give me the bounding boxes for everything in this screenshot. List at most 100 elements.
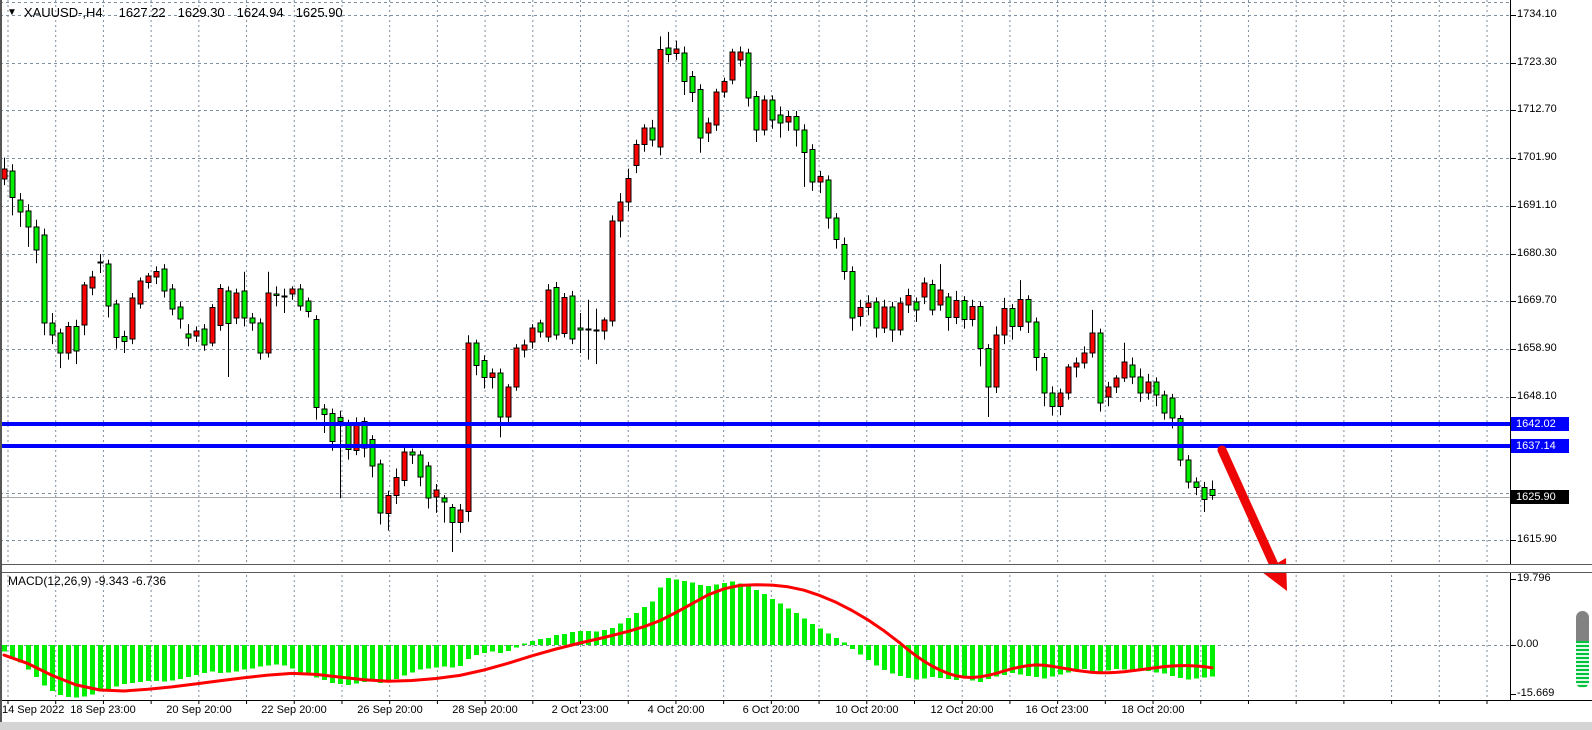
candle [561, 296, 568, 334]
candle [529, 327, 536, 343]
macd-bar [434, 644, 439, 668]
candle [1129, 364, 1136, 378]
macd-bar [1186, 644, 1191, 680]
candle [1, 168, 8, 180]
macd-bar [50, 644, 55, 691]
candle [1105, 386, 1112, 398]
symbol-collapse-icon[interactable]: ▼ [7, 7, 17, 18]
candle [273, 293, 280, 296]
macd-bar [322, 644, 327, 681]
macd-bar [794, 613, 799, 645]
scrollbar-thumb[interactable] [1576, 611, 1589, 688]
macd-bar [18, 644, 23, 663]
macd-bar [178, 644, 183, 679]
macd-bar [586, 631, 591, 645]
macd-bar [418, 644, 423, 670]
candle [1209, 489, 1216, 497]
macd-bar [186, 644, 191, 677]
macd-bar [570, 631, 575, 645]
candle [81, 284, 88, 326]
candle [761, 99, 768, 131]
candle [777, 114, 784, 124]
window-bottom-edge [0, 722, 1592, 730]
macd-bar [394, 644, 399, 679]
candle [873, 301, 880, 329]
candle [513, 347, 520, 388]
candle [9, 170, 16, 199]
candle [793, 116, 800, 131]
candle [249, 317, 256, 324]
macd-bar [882, 644, 887, 671]
macd-axis-label: 0.00 [1517, 638, 1539, 650]
candle [857, 307, 864, 318]
macd-bar [338, 644, 343, 685]
macd-bar [1106, 644, 1111, 671]
pane-splitter[interactable] [0, 564, 1592, 573]
macd-bar [658, 587, 663, 645]
macd-bar [498, 644, 503, 654]
price-axis-label: 1648.10 [1517, 390, 1557, 402]
candle [929, 284, 936, 311]
candle [289, 288, 296, 295]
candle [113, 303, 120, 338]
candle [233, 292, 240, 319]
candle [1153, 381, 1160, 396]
macd-bar [546, 637, 551, 645]
macd-bar [866, 644, 871, 660]
candle [129, 297, 136, 340]
macd-bar [978, 644, 983, 682]
candle [265, 292, 272, 354]
candle [97, 261, 104, 264]
candle [945, 296, 952, 318]
price-axis-label: 1701.90 [1517, 151, 1557, 163]
candle [1089, 332, 1096, 354]
date-axis-label: 26 Sep 20:00 [357, 704, 423, 716]
candle [385, 495, 392, 514]
macd-bar [474, 644, 479, 655]
macd-bar [1018, 644, 1023, 675]
macd-signal-line [2, 583, 1214, 693]
macd-bar [490, 644, 495, 652]
macd-bar [442, 644, 447, 667]
candle [121, 336, 128, 342]
candle [297, 288, 304, 307]
macd-bar [786, 608, 791, 645]
candle [593, 329, 600, 332]
candle [1137, 376, 1144, 394]
candle [313, 319, 320, 409]
macd-bar [1034, 644, 1039, 678]
macd-bar [1090, 644, 1095, 672]
macd-bar [730, 581, 735, 645]
macd-bar [402, 644, 407, 676]
candle [753, 96, 760, 131]
macd-bar [466, 644, 471, 659]
candle [889, 306, 896, 331]
candle [73, 325, 80, 352]
macd-bar [530, 640, 535, 645]
candle [657, 49, 664, 148]
macd-bar [1154, 644, 1159, 673]
candle [801, 129, 808, 154]
candle [1017, 299, 1024, 327]
candle [705, 122, 712, 134]
macd-bar [850, 644, 855, 650]
ohlc-low: 1624.94 [236, 5, 284, 20]
macd-bar [1194, 644, 1199, 679]
candle [49, 322, 56, 336]
candle [689, 76, 696, 94]
macd-bar [858, 644, 863, 655]
macd-bar [1162, 644, 1167, 674]
macd-bar [410, 644, 415, 673]
candle [681, 52, 688, 83]
macd-bar [202, 644, 207, 674]
trend-arrow-shaft[interactable] [1217, 445, 1279, 570]
date-axis-label: 4 Oct 20:00 [647, 704, 705, 716]
price-axis-label: 1680.30 [1517, 247, 1557, 259]
candle [617, 201, 624, 222]
macd-bar [346, 644, 351, 685]
macd-bar [330, 644, 335, 683]
candle [1177, 418, 1184, 461]
candle [361, 420, 368, 449]
candle [785, 116, 792, 123]
